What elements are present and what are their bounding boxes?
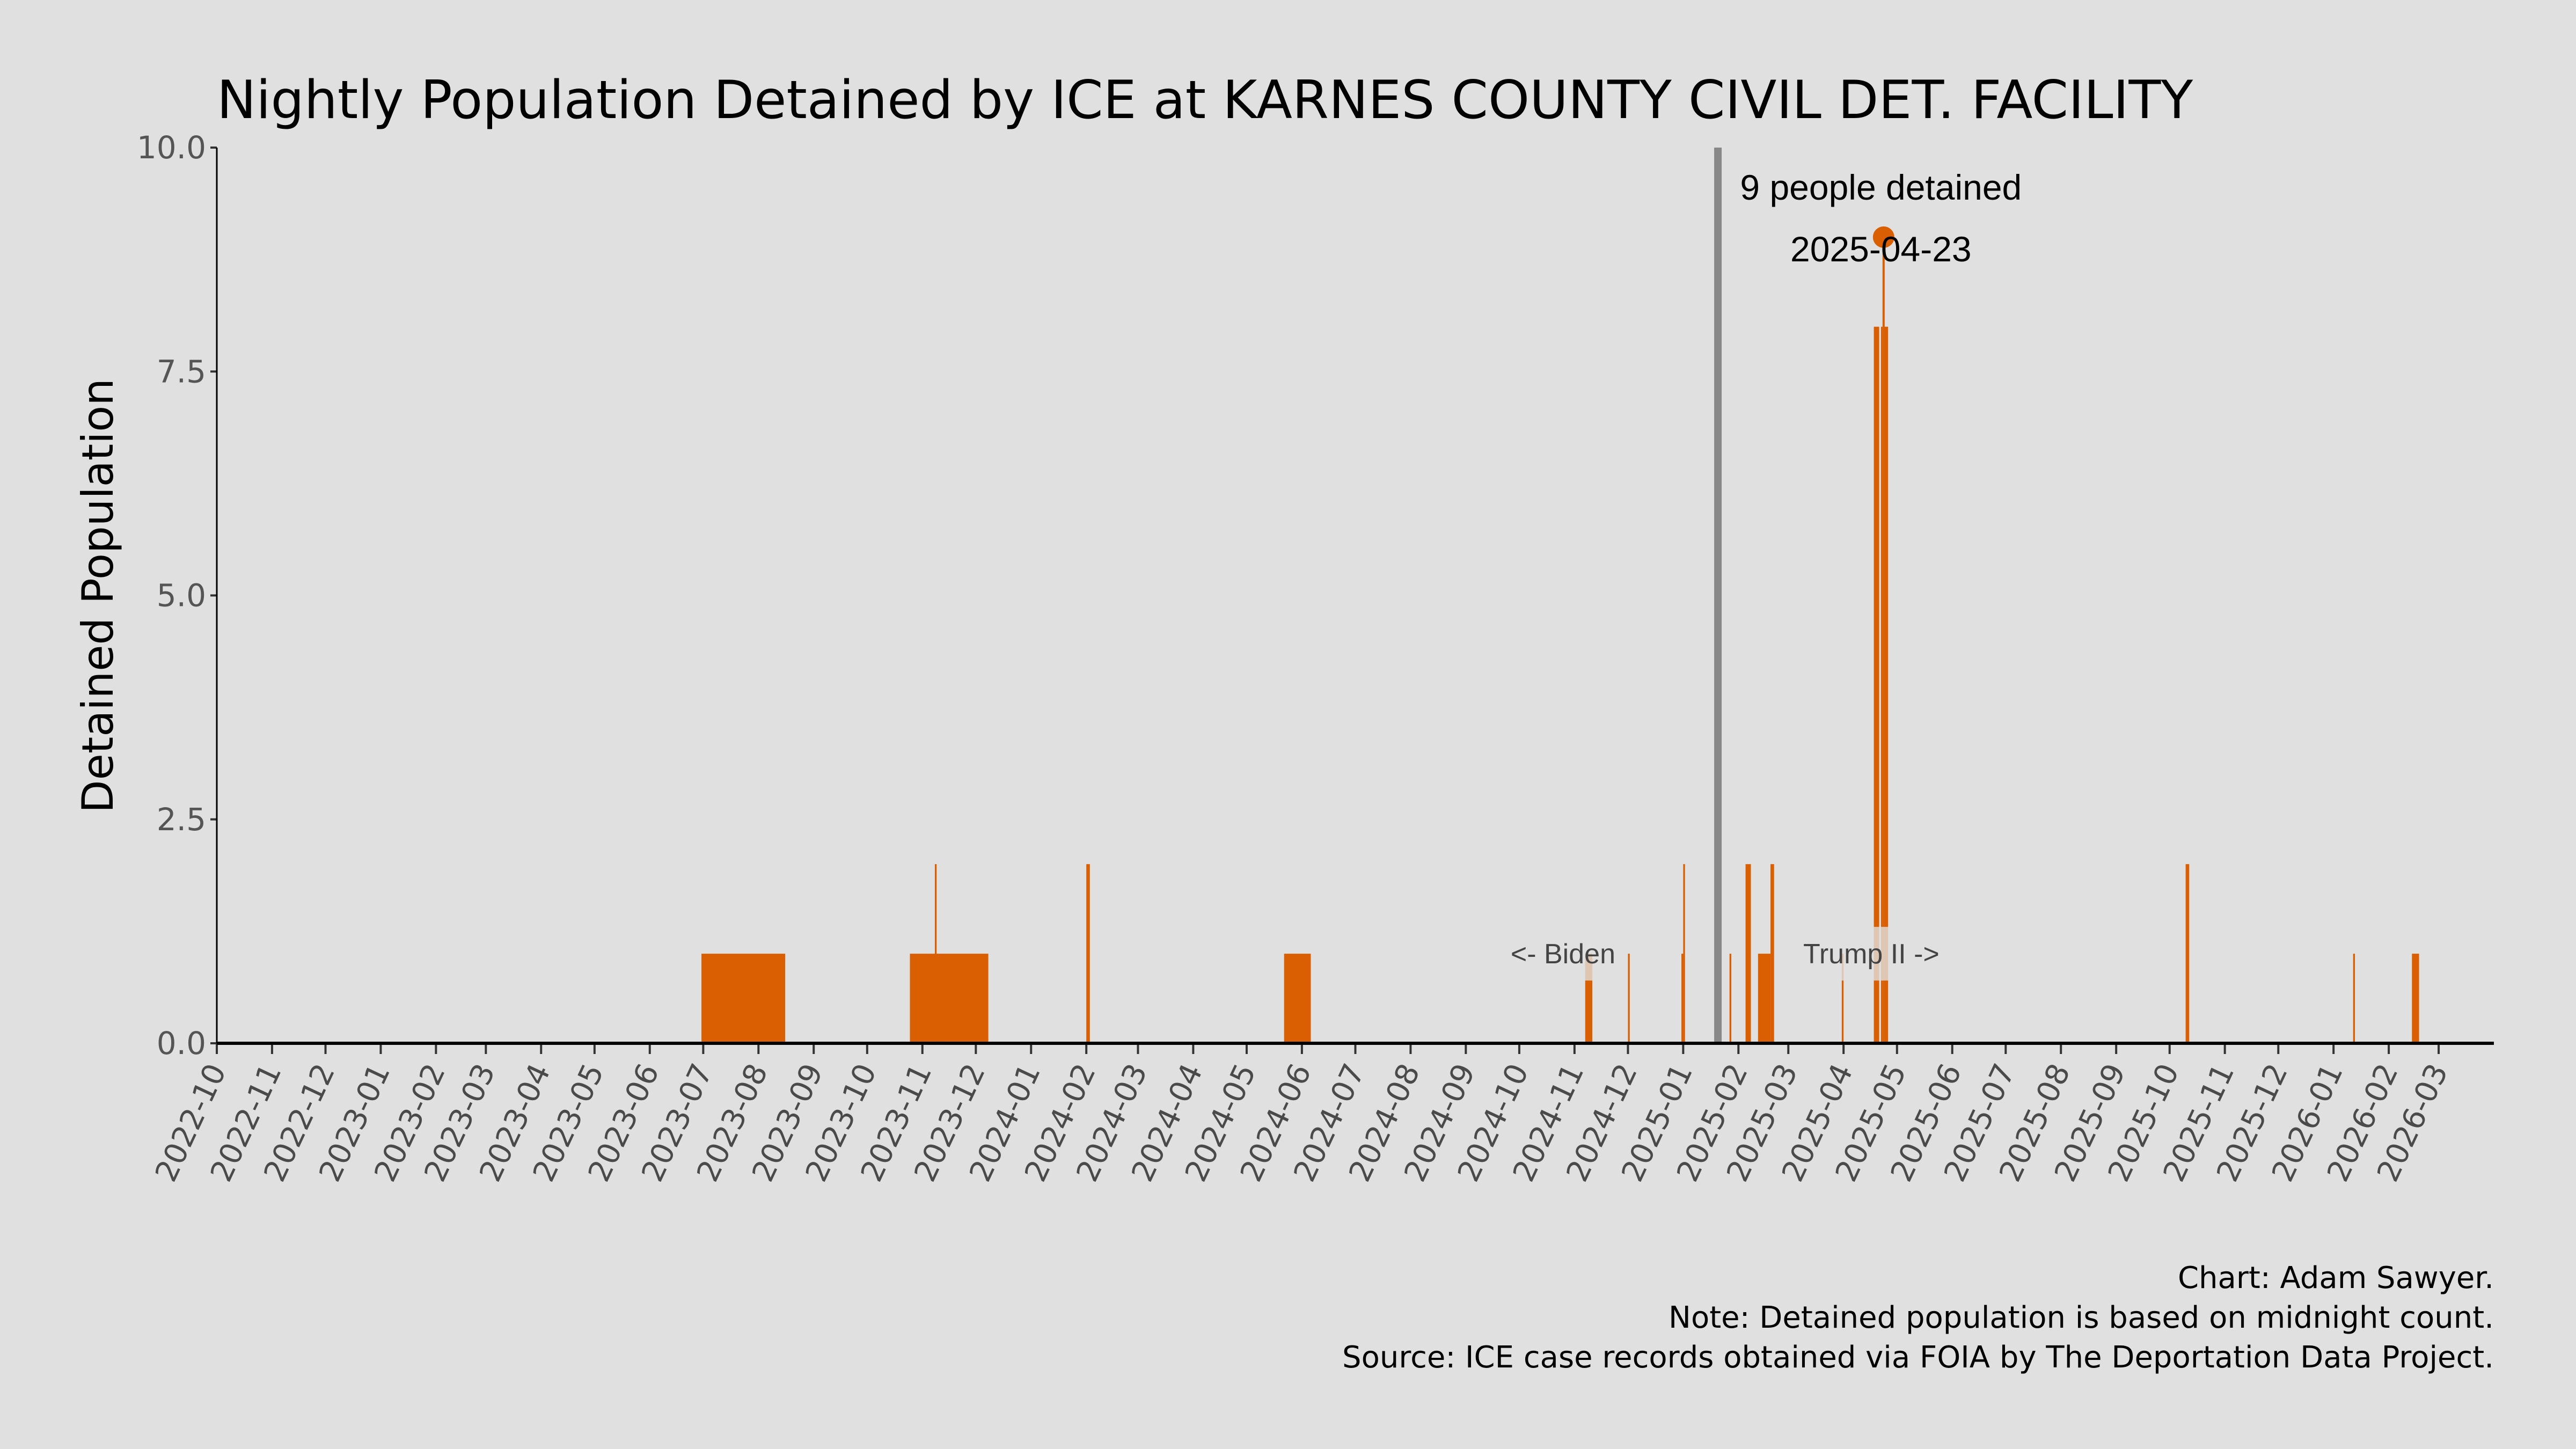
bar bbox=[2412, 954, 2419, 1043]
footer-credit: Chart: Adam Sawyer. bbox=[2178, 1261, 2494, 1296]
y-tick-label: 7.5 bbox=[157, 353, 206, 390]
era-labels: <- Biden Trump II -> bbox=[1492, 927, 1962, 981]
bar bbox=[701, 954, 786, 1043]
bars bbox=[701, 237, 2419, 1043]
y-tick-label: 5.0 bbox=[157, 577, 206, 614]
bar bbox=[1770, 864, 1774, 1043]
bar bbox=[2353, 954, 2355, 1043]
bar bbox=[1874, 326, 1879, 1043]
bar bbox=[1628, 954, 1630, 1043]
bar bbox=[1086, 864, 1090, 1043]
y-tick-label: 10.0 bbox=[137, 129, 206, 166]
bar bbox=[1884, 326, 1889, 1043]
bar bbox=[1841, 954, 1844, 1043]
bar bbox=[1683, 864, 1685, 1043]
bar bbox=[1883, 237, 1885, 1043]
bar bbox=[1681, 954, 1684, 1043]
bar bbox=[1745, 864, 1751, 1043]
y-axis-title: Detained Population bbox=[73, 378, 123, 813]
trump-era-label: Trump II -> bbox=[1803, 939, 1940, 970]
footer-note: Note: Detained population is based on mi… bbox=[1668, 1300, 2494, 1335]
y-tick-label: 0.0 bbox=[157, 1025, 206, 1062]
peak-point bbox=[1872, 226, 1894, 248]
era-right-background bbox=[1795, 927, 1962, 981]
y-ticks: 0.0 2.5 5.0 7.5 10.0 bbox=[137, 129, 217, 1062]
y-tick-label: 2.5 bbox=[157, 801, 206, 838]
bar bbox=[1880, 326, 1883, 1043]
bar bbox=[1284, 954, 1311, 1043]
bar bbox=[1758, 954, 1771, 1043]
bar bbox=[1729, 954, 1732, 1043]
era-left-background bbox=[1492, 927, 1623, 981]
bar bbox=[2185, 864, 2190, 1043]
chart-title: Nightly Population Detained by ICE at KA… bbox=[217, 70, 2193, 131]
footer-source: Source: ICE case records obtained via FO… bbox=[1342, 1340, 2494, 1375]
bar bbox=[934, 864, 937, 1043]
peak-annotation: 9 people detained 2025-04-23 bbox=[1740, 167, 2022, 327]
bar bbox=[910, 954, 989, 1043]
peak-date-label: 2025-04-23 bbox=[1790, 229, 1972, 269]
peak-label: 9 people detained bbox=[1740, 167, 2022, 207]
biden-era-label: <- Biden bbox=[1511, 939, 1615, 970]
